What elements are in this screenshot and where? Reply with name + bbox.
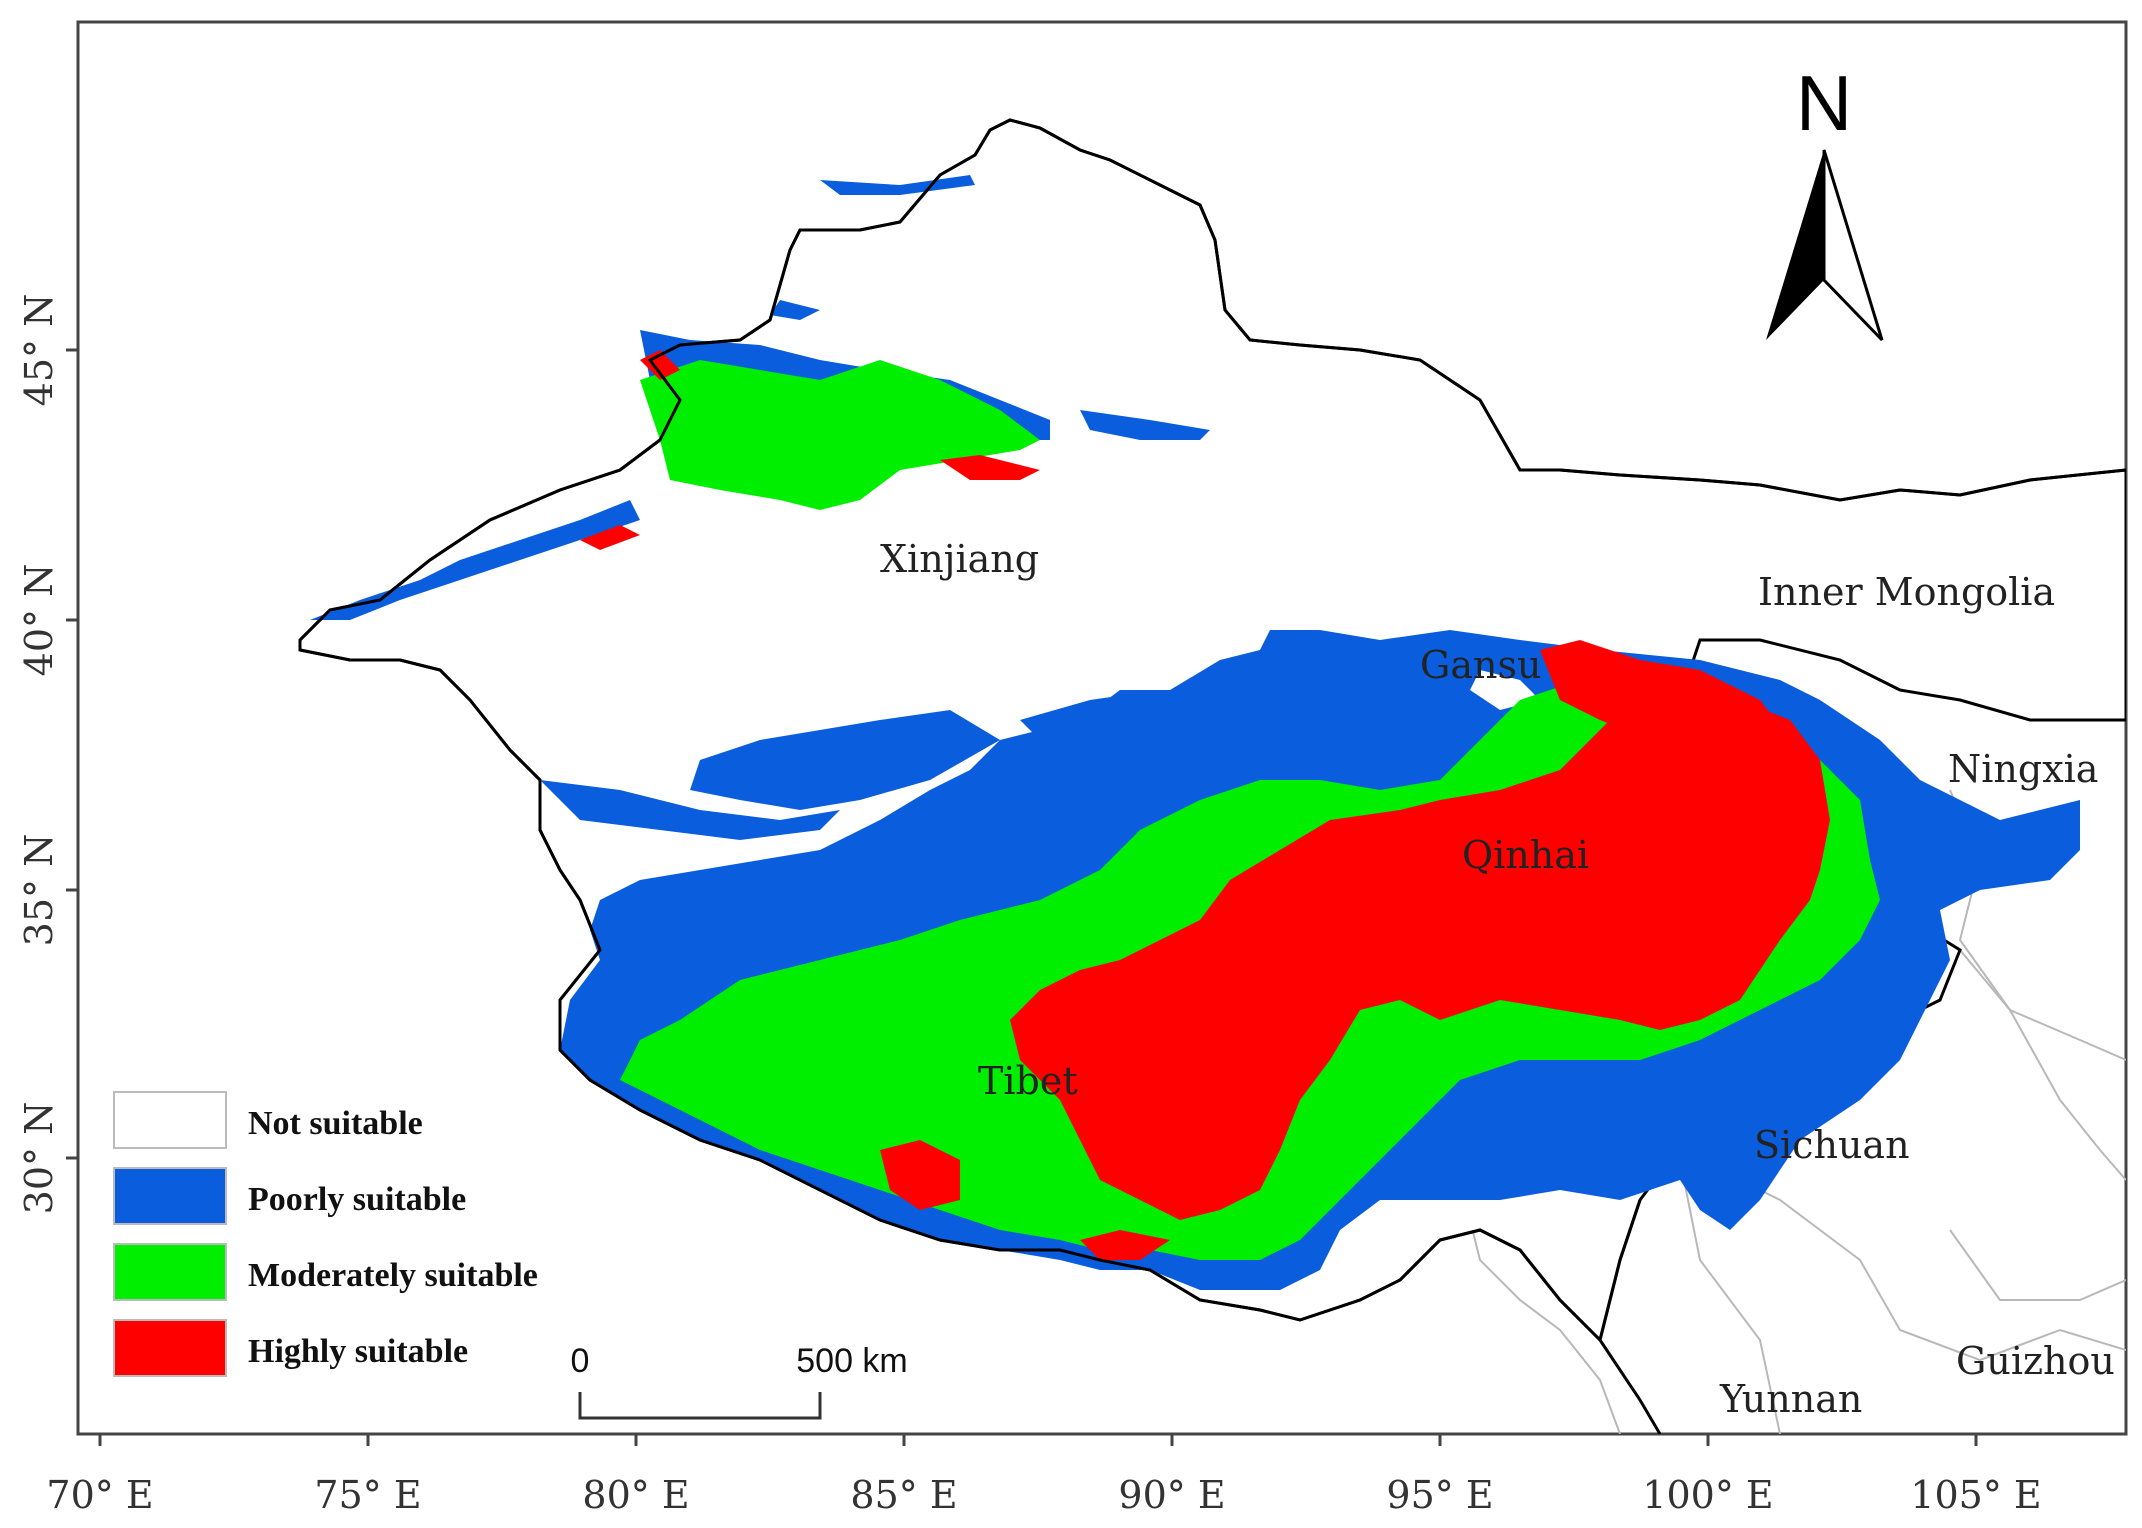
highly-suitable-area xyxy=(580,350,1830,1260)
longitude-tick-label: 75° E xyxy=(314,1473,421,1517)
legend-swatch-not-suitable xyxy=(113,1091,227,1149)
scale-bar-line xyxy=(578,1392,822,1420)
latitude-tick-label: 35° N xyxy=(17,834,61,947)
region-label-tibet: Tibet xyxy=(978,1059,1078,1103)
latitude-tick-label: 40° N xyxy=(17,564,61,677)
legend: Not suitable Poorly suitable Moderately … xyxy=(113,1091,538,1377)
region-label-ningxia: Ningxia xyxy=(1948,747,2098,791)
region-label-yunnan: Yunnan xyxy=(1719,1377,1862,1421)
region-labels: Xinjiang Inner Mongolia Gansu Ningxia Qi… xyxy=(880,537,2115,1421)
scale-bar-start-label: 0 xyxy=(571,1342,590,1380)
latitude-tick-labels: 45° N 40° N 35° N 30° N xyxy=(17,294,61,1215)
scale-bar-end-label: 500 km xyxy=(796,1342,908,1380)
longitude-tick-label: 105° E xyxy=(1910,1473,2041,1517)
region-label-inner-mongolia: Inner Mongolia xyxy=(1758,570,2055,614)
longitude-tick-label: 70° E xyxy=(46,1473,153,1517)
longitude-tick-marks xyxy=(98,1434,1978,1446)
longitude-tick-label: 90° E xyxy=(1118,1473,1225,1517)
national-boundary xyxy=(298,118,2126,1434)
legend-label-highly-suitable: Highly suitable xyxy=(248,1333,468,1370)
longitude-tick-label: 85° E xyxy=(850,1473,957,1517)
legend-label-not-suitable: Not suitable xyxy=(248,1105,423,1142)
legend-label-moderately-suitable: Moderately suitable xyxy=(248,1257,538,1294)
longitude-tick-label: 80° E xyxy=(582,1473,689,1517)
north-arrow: N xyxy=(1766,59,1884,342)
region-label-gansu: Gansu xyxy=(1420,643,1541,687)
north-arrow-outline-icon xyxy=(1822,149,1884,342)
latitude-tick-label: 45° N xyxy=(17,294,61,407)
legend-swatch-poorly-suitable xyxy=(113,1167,227,1225)
legend-swatch-moderately-suitable xyxy=(113,1243,227,1301)
region-label-sichuan: Sichuan xyxy=(1754,1123,1910,1167)
longitude-tick-label: 100° E xyxy=(1642,1473,1773,1517)
legend-swatch-highly-suitable xyxy=(113,1319,227,1377)
scale-bar: 0 500 km xyxy=(571,1342,908,1420)
legend-label-poorly-suitable: Poorly suitable xyxy=(248,1181,466,1218)
north-arrow-label: N xyxy=(1796,59,1852,147)
longitude-tick-labels: 70° E 75° E 80° E 85° E 90° E 95° E 100°… xyxy=(46,1473,2041,1517)
region-label-qinhai: Qinhai xyxy=(1462,833,1589,877)
latitude-tick-label: 30° N xyxy=(17,1102,61,1215)
region-label-xinjiang: Xinjiang xyxy=(880,537,1039,581)
latitude-tick-marks xyxy=(66,348,78,1160)
region-label-guizhou: Guizhou xyxy=(1956,1339,2115,1383)
longitude-tick-label: 95° E xyxy=(1386,1473,1493,1517)
north-arrow-icon xyxy=(1766,150,1824,340)
